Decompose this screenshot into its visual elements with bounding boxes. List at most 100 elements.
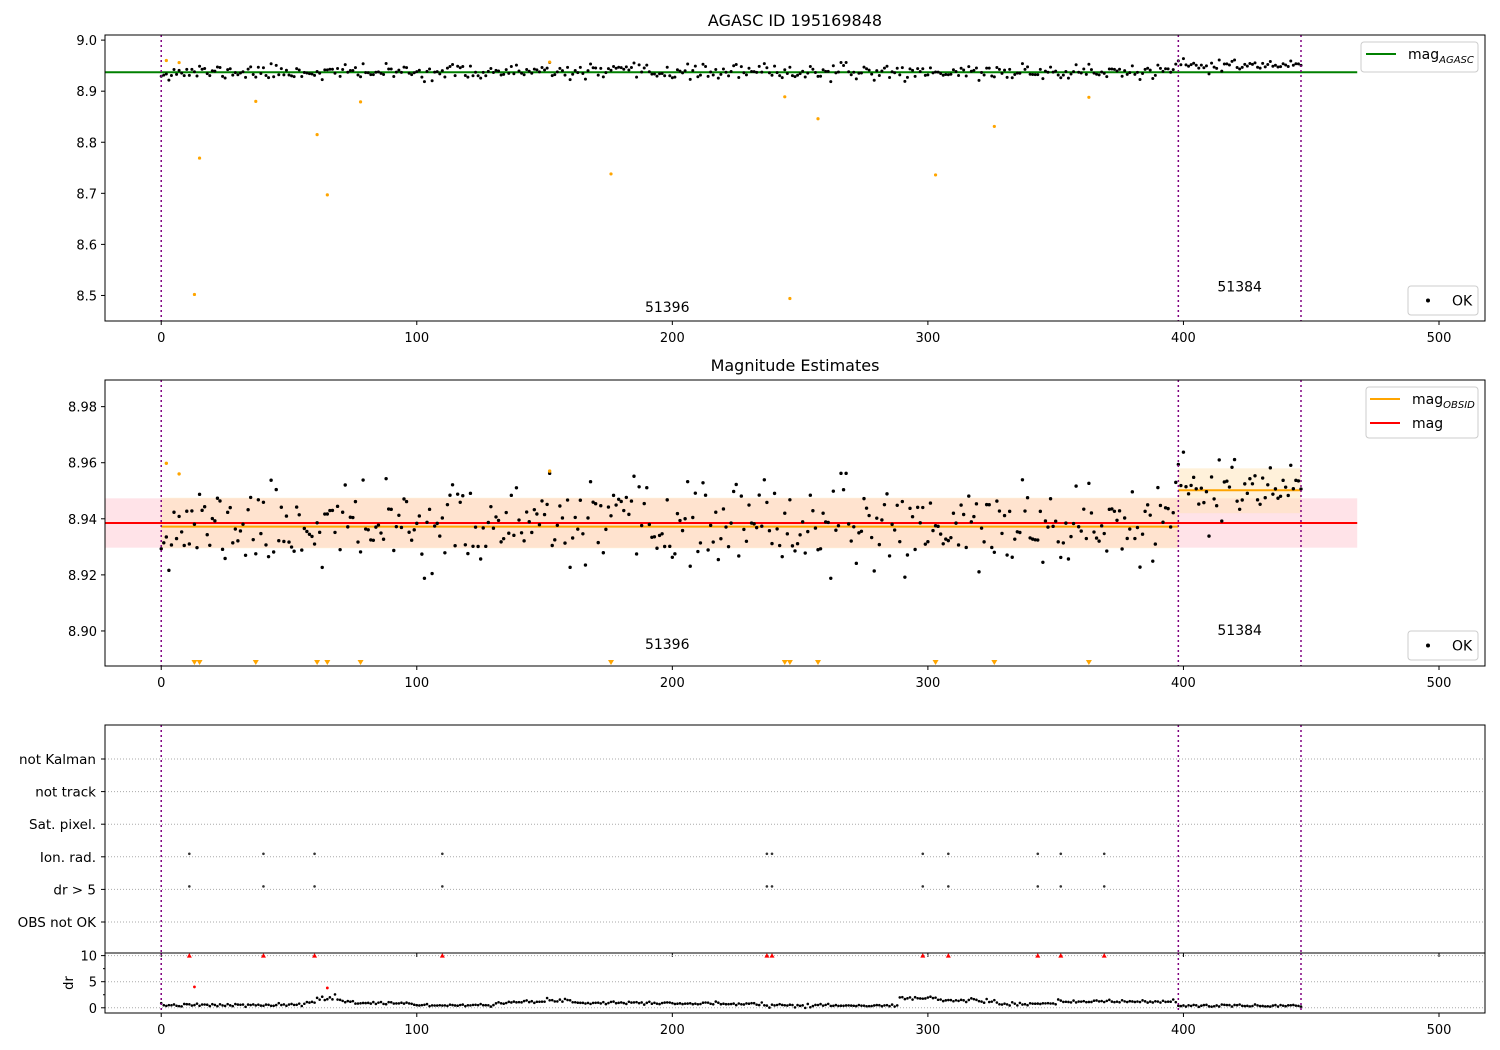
data-point xyxy=(972,997,976,1001)
data-point xyxy=(612,1000,615,1003)
data-point xyxy=(839,60,843,64)
data-point xyxy=(1018,530,1022,535)
data-point xyxy=(599,1002,603,1005)
data-point xyxy=(555,70,559,74)
data-point xyxy=(1286,1004,1290,1007)
data-point xyxy=(210,69,214,73)
data-point xyxy=(893,1005,896,1008)
data-point xyxy=(793,75,797,79)
data-point xyxy=(356,540,360,544)
data-point xyxy=(780,76,784,80)
data-point xyxy=(788,1003,792,1007)
data-point xyxy=(842,1004,845,1008)
outlier-point xyxy=(609,172,613,176)
data-point xyxy=(274,63,278,67)
data-point xyxy=(522,999,526,1003)
data-point xyxy=(778,74,782,78)
data-point xyxy=(1053,519,1058,523)
data-point xyxy=(325,68,329,72)
data-point xyxy=(392,1002,396,1005)
data-point xyxy=(353,66,357,70)
data-point xyxy=(898,73,902,77)
data-point xyxy=(1120,998,1124,1002)
data-point xyxy=(1240,498,1244,502)
data-point xyxy=(1266,483,1270,487)
data-point xyxy=(257,1003,260,1006)
data-point xyxy=(389,1000,393,1004)
data-point xyxy=(208,74,212,78)
data-point xyxy=(1141,999,1144,1002)
data-point xyxy=(755,1003,758,1006)
data-point xyxy=(1151,559,1155,563)
data-point xyxy=(249,65,253,69)
data-point xyxy=(1069,72,1073,76)
data-point xyxy=(524,510,529,514)
data-point xyxy=(639,523,644,528)
data-point xyxy=(491,526,496,530)
data-point xyxy=(719,537,723,541)
data-point xyxy=(1202,66,1206,70)
data-point xyxy=(934,70,938,74)
data-point xyxy=(425,69,429,73)
data-point xyxy=(939,72,943,76)
data-point xyxy=(793,1006,797,1009)
data-point xyxy=(1266,63,1270,67)
data-point xyxy=(563,73,567,77)
data-point xyxy=(1090,1000,1093,1004)
data-point xyxy=(553,538,557,542)
data-point xyxy=(1227,63,1231,67)
data-point xyxy=(980,1000,983,1003)
data-point xyxy=(323,512,327,516)
data-point xyxy=(982,540,986,544)
data-point xyxy=(1212,65,1216,69)
data-point xyxy=(1253,1003,1257,1006)
data-point xyxy=(878,1003,881,1007)
data-point xyxy=(361,62,365,66)
data-point xyxy=(1041,560,1045,565)
data-point xyxy=(1230,465,1234,469)
data-point xyxy=(509,493,514,498)
data-point xyxy=(602,1000,605,1004)
data-point xyxy=(885,64,889,68)
data-point xyxy=(1020,478,1025,482)
data-point xyxy=(944,537,948,541)
data-point xyxy=(987,66,991,70)
data-point xyxy=(343,483,347,487)
data-point xyxy=(514,63,518,67)
x-tick-label: 500 xyxy=(1427,331,1452,346)
data-point xyxy=(934,996,937,999)
data-point xyxy=(606,67,610,71)
data-point xyxy=(1204,64,1208,68)
data-point xyxy=(476,74,480,78)
data-point xyxy=(1220,519,1224,523)
data-point xyxy=(325,512,330,516)
data-point xyxy=(386,507,391,511)
data-point xyxy=(1292,1003,1295,1007)
data-point xyxy=(558,66,562,70)
data-point xyxy=(964,1000,968,1004)
data-point xyxy=(1258,1004,1262,1008)
data-point xyxy=(310,534,314,539)
data-point xyxy=(857,71,861,75)
data-point xyxy=(376,70,380,74)
data-point xyxy=(1153,542,1158,546)
data-point xyxy=(336,998,339,1001)
outlier-point xyxy=(325,193,329,197)
data-point xyxy=(491,70,495,74)
data-point xyxy=(1043,519,1048,523)
data-point xyxy=(847,1004,850,1007)
data-point xyxy=(714,68,718,72)
data-point xyxy=(696,75,700,79)
data-point xyxy=(425,520,429,524)
data-point xyxy=(336,66,340,70)
data-point xyxy=(678,69,682,73)
data-point xyxy=(256,498,261,502)
data-point xyxy=(236,73,240,77)
data-point xyxy=(596,540,600,545)
data-point xyxy=(650,535,654,539)
data-point xyxy=(1026,1003,1029,1007)
data-point xyxy=(238,529,243,533)
data-point xyxy=(162,541,166,545)
data-point xyxy=(1210,1005,1213,1008)
